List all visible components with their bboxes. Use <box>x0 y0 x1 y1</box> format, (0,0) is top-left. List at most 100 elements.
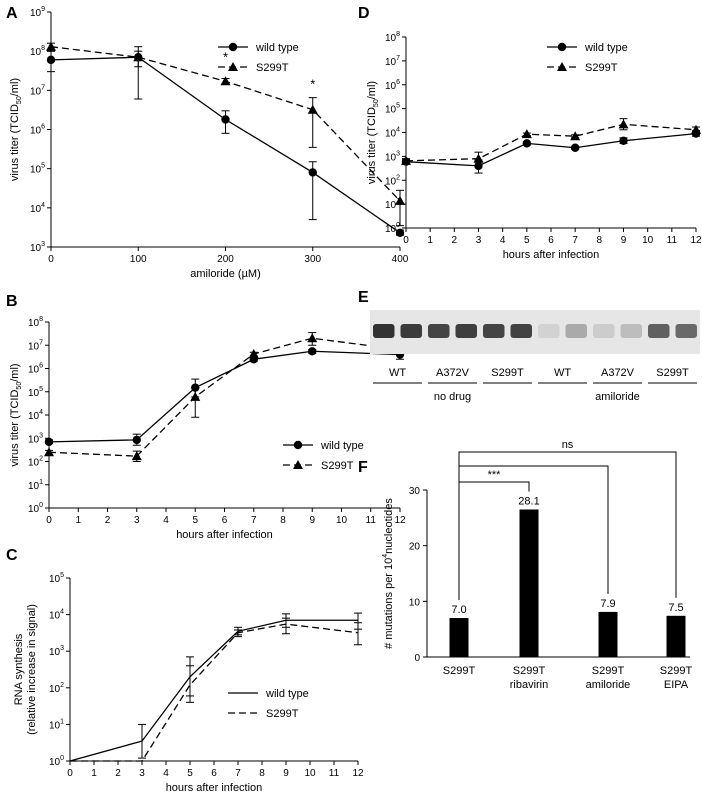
panel-label-c: C <box>6 547 18 564</box>
gel-lane-label: A372V <box>436 367 470 379</box>
gel-lane-label: A372V <box>601 367 635 379</box>
data-point-0 <box>221 115 230 124</box>
data-point-1 <box>44 447 54 457</box>
y-tick-label: 108 <box>385 31 400 44</box>
y-tick-label: 100 <box>28 502 43 515</box>
x-tick-label: 5 <box>187 768 193 779</box>
y-tick-label: 107 <box>385 55 400 68</box>
x-tick-label: 12 <box>690 235 702 246</box>
gel-band <box>428 324 450 338</box>
gel-background <box>370 310 700 354</box>
y-tick-label: 106 <box>28 363 43 376</box>
legend-marker <box>228 62 238 71</box>
x-category-label: S299T <box>513 665 546 677</box>
y-tick-label: 105 <box>385 103 400 116</box>
x-tick-label: 0 <box>46 515 52 526</box>
y-tick-label: 104 <box>49 609 64 622</box>
legend-marker <box>293 440 303 450</box>
gel-lane-label: WT <box>554 367 571 379</box>
gel-band <box>620 324 642 338</box>
x-tick-label: 400 <box>392 254 409 265</box>
gel-band <box>455 324 477 338</box>
x-axis-title: amiloride (µM) <box>190 268 261 280</box>
legend-label: S299T <box>256 62 289 74</box>
gel-band <box>538 324 560 338</box>
y-tick-label: 101 <box>49 718 64 731</box>
data-point-0 <box>46 55 56 65</box>
x-tick-label: 6 <box>548 235 554 246</box>
y-tick-label: 102 <box>28 456 43 469</box>
data-point-0 <box>522 139 532 148</box>
gel-band <box>675 324 697 338</box>
x-tick-label: 7 <box>235 768 241 779</box>
data-point-0 <box>132 435 141 445</box>
x-tick-label: 3 <box>476 235 482 246</box>
legend-label: wild type <box>255 42 299 54</box>
x-tick-label: 1 <box>75 515 81 526</box>
gel-group-label: amiloride <box>595 391 640 403</box>
y-tick-label: 100 <box>385 222 400 235</box>
bar-value-label: 7.0 <box>451 604 466 616</box>
legend-marker <box>557 42 567 52</box>
y-tick-label: 102 <box>49 682 64 695</box>
y-tick-label: 104 <box>28 409 43 422</box>
y-tick-label: 102 <box>385 174 400 187</box>
x-tick-label: 11 <box>667 235 678 246</box>
x-category-label: ribavirin <box>510 679 549 691</box>
x-tick-label: 7 <box>251 515 257 526</box>
x-tick-label: 9 <box>621 235 627 246</box>
x-tick-label: 12 <box>352 768 364 779</box>
x-tick-label: 6 <box>211 768 217 779</box>
x-tick-label: 11 <box>366 515 377 526</box>
y-tick-label: 10 <box>409 597 421 608</box>
y-tick-label: 30 <box>409 486 421 497</box>
significance-star: * <box>310 77 315 92</box>
bar-0 <box>449 618 469 657</box>
gel-band <box>593 324 615 338</box>
panel-label-a: A <box>6 5 18 22</box>
panel-label-d: D <box>358 5 370 22</box>
series-line-1 <box>70 623 359 762</box>
data-point-1 <box>133 52 144 62</box>
y-axis-title: virus titer (TCID50/ml) <box>366 81 380 184</box>
gel-lane-label: WT <box>389 367 406 379</box>
x-tick-label: 10 <box>304 768 316 779</box>
significance-label: *** <box>488 469 502 481</box>
y-tick-label: 100 <box>49 755 64 768</box>
significance-label: ns <box>562 439 574 451</box>
legend-label: wild type <box>265 688 309 700</box>
gel-band <box>565 324 587 338</box>
x-tick-label: 6 <box>222 515 228 526</box>
data-point-0 <box>619 136 628 145</box>
x-tick-label: 4 <box>163 768 169 779</box>
x-tick-label: 11 <box>329 768 340 779</box>
y-tick-label: 107 <box>28 339 43 352</box>
gel-lane-label: S299T <box>656 367 689 379</box>
legend-label: wild type <box>584 42 628 54</box>
x-tick-label: 8 <box>259 768 265 779</box>
legend-label: wild type <box>320 440 364 452</box>
data-point-1 <box>307 104 318 114</box>
x-tick-label: 10 <box>336 515 348 526</box>
bar-3 <box>666 615 686 657</box>
data-point-1 <box>570 131 581 141</box>
bar-value-label: 28.1 <box>518 495 539 507</box>
data-point-0 <box>308 168 317 177</box>
legend-marker <box>557 62 567 71</box>
y-axis-title: virus titer (TCID50/ml) <box>9 363 23 466</box>
x-tick-label: 9 <box>309 515 315 526</box>
x-tick-label: 9 <box>283 768 289 779</box>
x-tick-label: 5 <box>524 235 530 246</box>
gel-band <box>373 324 395 338</box>
x-axis-title: hours after infection <box>166 782 263 794</box>
data-point-1 <box>131 451 142 461</box>
gel-band <box>483 324 505 338</box>
gel-e-rna-blot: WT A372V S299T WT A372V S299T no drug amiloride <box>370 310 700 403</box>
y-tick-label: 109 <box>30 6 45 19</box>
y-tick-label: 108 <box>28 316 43 329</box>
x-tick-label: 200 <box>217 254 234 265</box>
x-tick-label: 4 <box>500 235 506 246</box>
data-point-1 <box>618 119 629 129</box>
x-tick-label: 7 <box>572 235 578 246</box>
